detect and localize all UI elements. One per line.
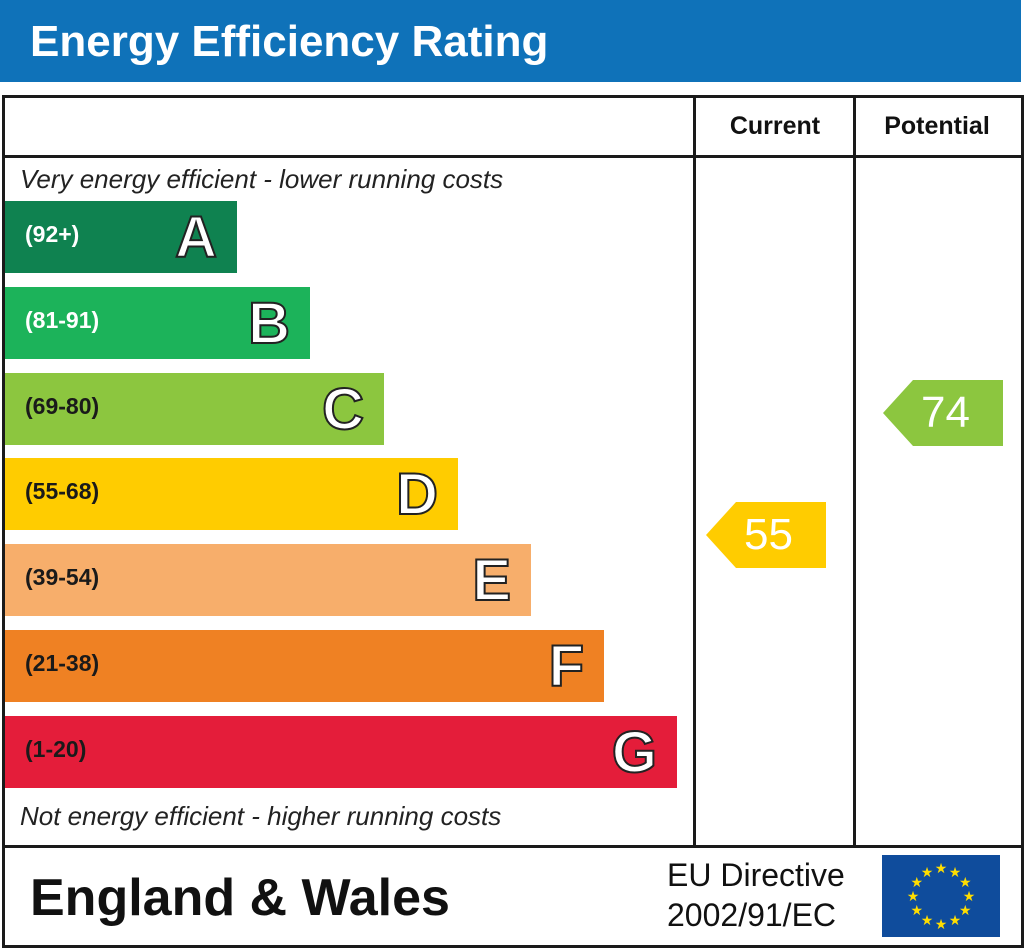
bottom-caption: Not energy efficient - higher running co… — [20, 801, 502, 831]
band-range-label: (21-38) — [25, 650, 100, 676]
band-range-label: (81-91) — [25, 306, 100, 333]
column-header-potential: Potential — [884, 112, 990, 140]
band-f: (21-38) F — [5, 630, 604, 702]
chart-title: Energy Efficiency Rating — [30, 17, 549, 66]
band-letter: B — [247, 290, 291, 356]
band-letter: E — [471, 548, 512, 614]
eu-star: ★ — [907, 889, 920, 905]
eu-star: ★ — [949, 913, 962, 929]
band-range-label: (55-68) — [25, 478, 100, 505]
eu-star: ★ — [921, 913, 934, 929]
rating-value: 74 — [921, 388, 970, 437]
current-rating-arrow: 55 — [706, 502, 826, 568]
band-letter: D — [395, 462, 439, 528]
band-range-label: (39-54) — [25, 564, 100, 591]
eu-star: ★ — [921, 865, 934, 881]
band-range-label: (92+) — [25, 221, 80, 247]
arrow-shape — [706, 502, 826, 568]
eu-star: ★ — [935, 861, 948, 877]
band-b: (81-91) B — [5, 286, 310, 359]
band-letter: G — [611, 719, 658, 785]
eu-star: ★ — [949, 865, 962, 881]
eu-star: ★ — [959, 875, 972, 891]
directive-line-2: 2002/91/EC — [667, 897, 837, 933]
divider-current — [693, 95, 696, 848]
eu-flag-icon: ★ ★ ★ ★ ★ ★ ★ ★ ★ ★ ★ ★ — [882, 855, 1000, 937]
header-row-divider — [2, 155, 1021, 158]
band-e: (39-54) E — [5, 544, 531, 617]
band-a: (92+) A — [5, 201, 237, 273]
header-bar: Energy Efficiency Rating — [0, 0, 1021, 82]
eu-star: ★ — [910, 903, 923, 919]
band-c: (69-80) C — [5, 372, 384, 445]
arrow-shape — [883, 380, 1003, 446]
eu-star: ★ — [963, 889, 976, 905]
directive-line-1: EU Directive — [667, 857, 845, 893]
band-d: (55-68) D — [5, 458, 458, 531]
band-letter: F — [548, 634, 585, 699]
potential-rating-arrow: 74 — [883, 380, 1003, 446]
column-header-current: Current — [729, 112, 821, 140]
band-g: (1-20) G — [5, 715, 677, 788]
eu-star: ★ — [959, 903, 972, 919]
footer-divider — [2, 845, 1021, 848]
eu-star: ★ — [910, 875, 923, 891]
top-caption: Very energy efficient - lower running co… — [20, 164, 504, 194]
rating-value: 55 — [744, 510, 793, 559]
eu-star: ★ — [935, 917, 948, 933]
country-label: England & Wales — [30, 869, 450, 927]
band-letter: A — [174, 205, 218, 270]
divider-potential — [853, 95, 856, 848]
band-range-label: (69-80) — [25, 392, 100, 419]
band-letter: C — [321, 376, 365, 442]
band-range-label: (1-20) — [25, 735, 87, 762]
